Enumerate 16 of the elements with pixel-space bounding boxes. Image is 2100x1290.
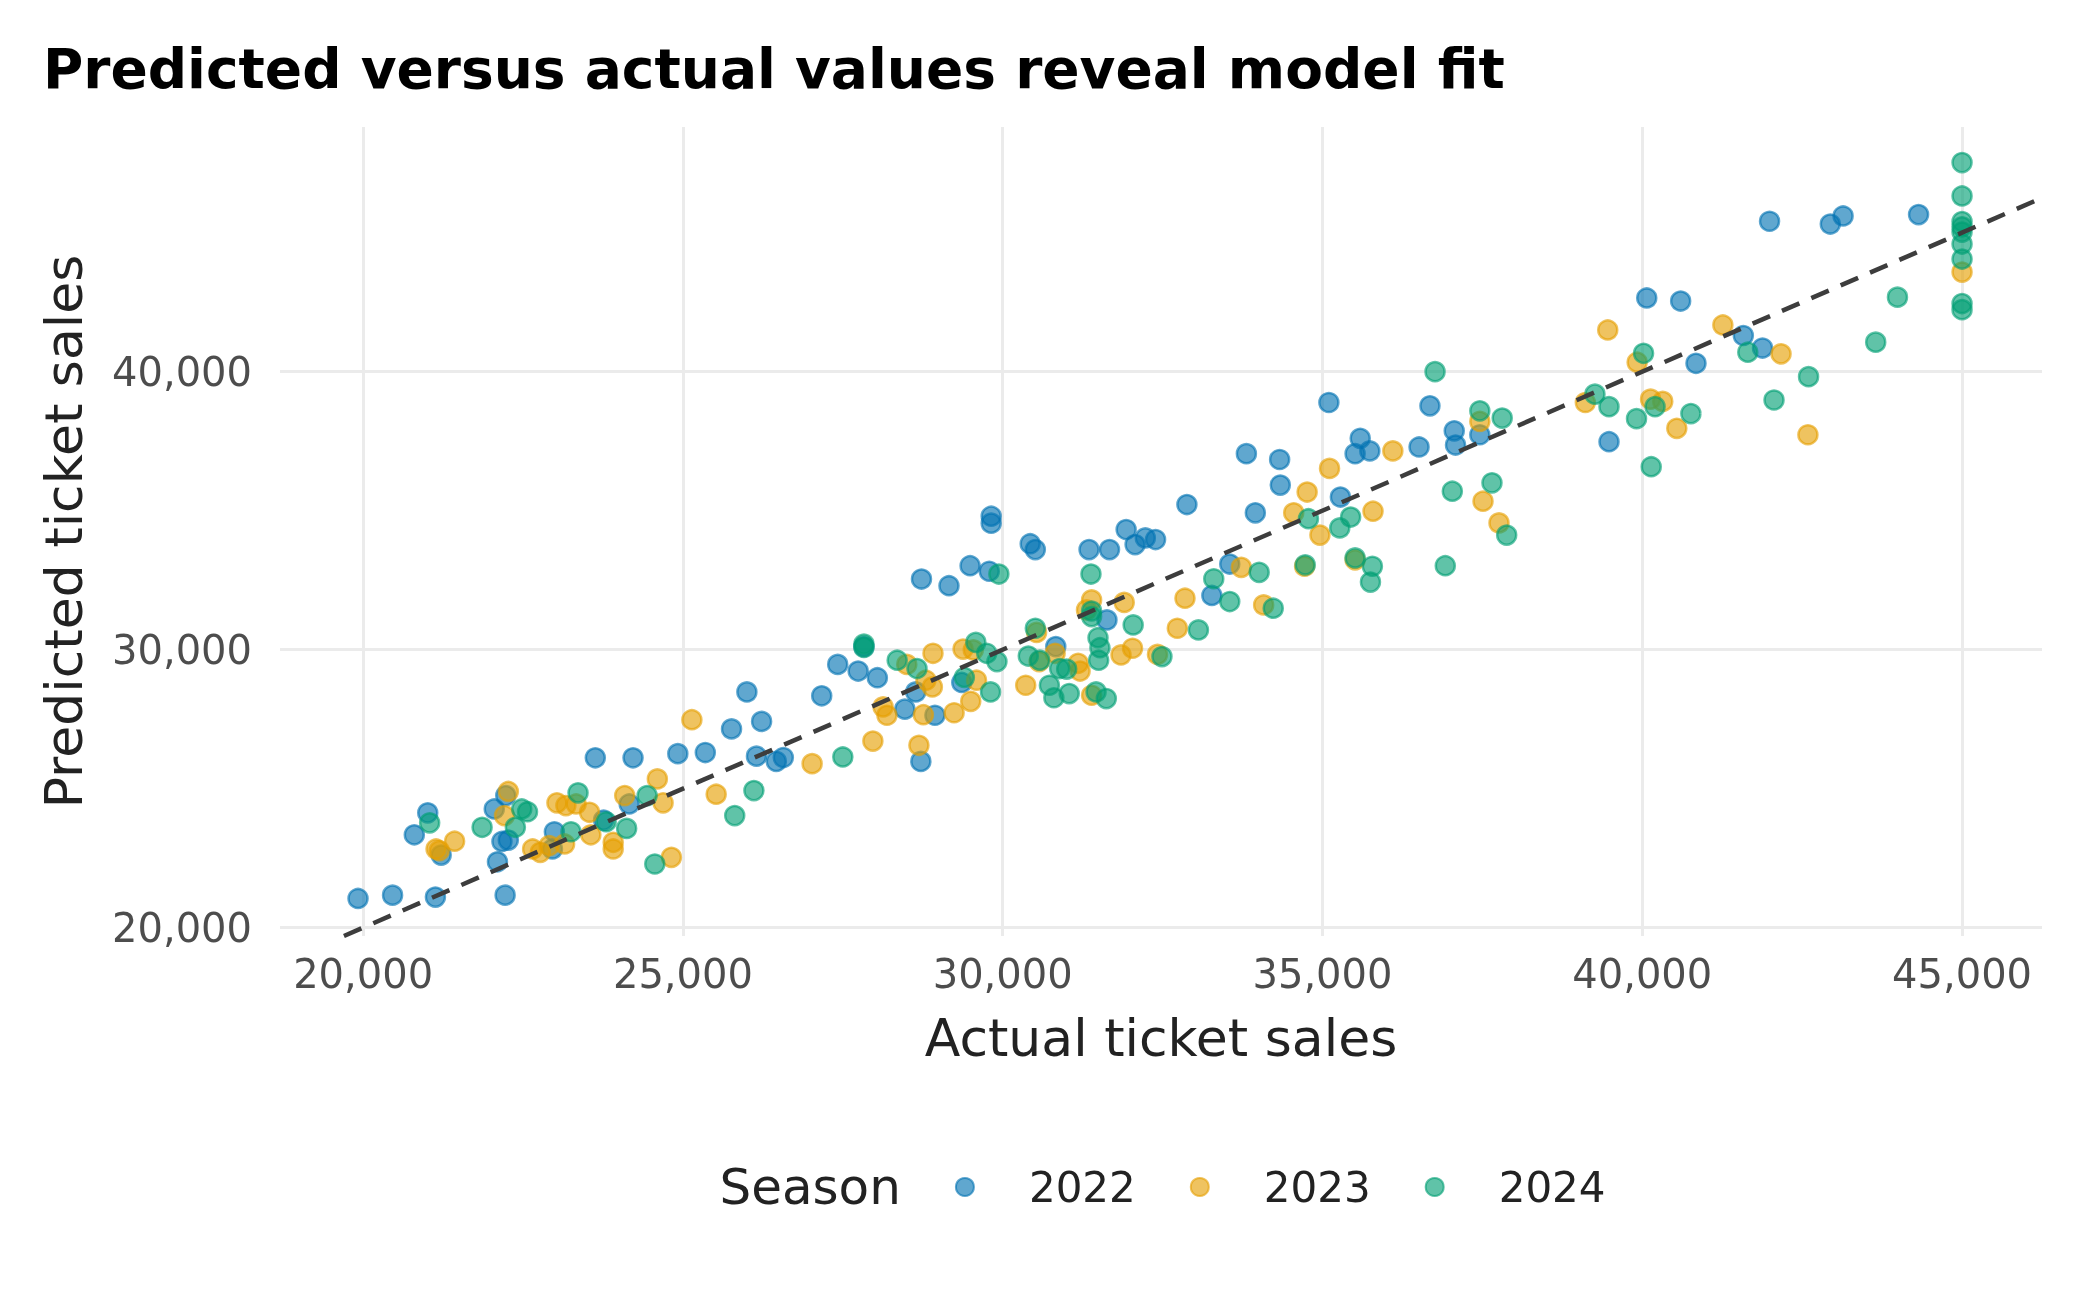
legend-label: 2022 [1028,1162,1136,1212]
x-tick-label: 40,000 [1572,951,1713,997]
x-tick-label: 35,000 [1252,951,1393,997]
y-tick-label: 20,000 [112,904,252,951]
x-tick-label: 45,000 [1892,951,2033,997]
y-tick-label: 40,000 [112,348,252,395]
y-axis-title: Predicted ticket sales [34,254,94,809]
x-tick-label: 20,000 [293,951,434,997]
x-axis-title: Actual ticket sales [924,1008,1398,1068]
legend-label: 2023 [1263,1162,1371,1212]
y-tick-label: 30,000 [112,626,252,673]
x-tick-label: 25,000 [612,951,753,997]
chart-title: Predicted versus actual values reveal model fit [43,36,1505,101]
x-tick-label: 30,000 [932,951,1073,997]
legend-label: 2024 [1498,1162,1606,1212]
legend-title: Season [719,1158,901,1216]
